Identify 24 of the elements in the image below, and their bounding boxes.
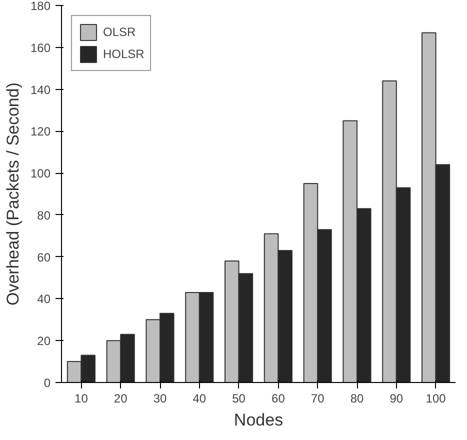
x-tick-label: 60 xyxy=(272,392,286,406)
y-tick-label: 180 xyxy=(30,0,51,13)
x-tick-label: 20 xyxy=(114,392,128,406)
x-axis-title: Nodes xyxy=(234,410,284,430)
y-tick-label: 20 xyxy=(37,334,51,348)
legend-label: OLSR xyxy=(103,25,136,39)
x-tick-label: 70 xyxy=(310,392,325,406)
y-tick-label: 60 xyxy=(37,250,51,264)
x-tick-label: 30 xyxy=(153,392,167,406)
y-axis-title: Overhead (Packets / Second) xyxy=(3,82,22,306)
x-tick-label: 90 xyxy=(390,392,404,406)
x-tick-label: 80 xyxy=(350,392,364,406)
legend-label: HOLSR xyxy=(103,47,144,61)
y-tick-label: 100 xyxy=(30,166,51,181)
y-tick-label: 80 xyxy=(37,208,51,222)
x-tick-label: 10 xyxy=(74,392,88,406)
x-tick-label: 100 xyxy=(426,392,446,406)
y-tick-label: 140 xyxy=(30,82,51,97)
y-tick-label: 40 xyxy=(37,292,51,306)
y-tick-label: 160 xyxy=(30,40,51,55)
y-tick-label: 120 xyxy=(30,124,51,139)
x-tick-label: 40 xyxy=(192,392,206,406)
y-tick-label: 0 xyxy=(44,376,51,390)
x-tick-label: 50 xyxy=(232,392,246,406)
